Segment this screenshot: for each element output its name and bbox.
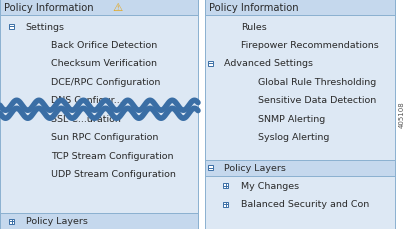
Text: Sun RPC Configuration: Sun RPC Configuration xyxy=(51,133,158,142)
Text: SSL C...uration: SSL C...uration xyxy=(51,114,121,123)
Bar xyxy=(223,202,228,207)
Text: ⚠: ⚠ xyxy=(112,3,122,13)
Text: TCP Stream Configuration: TCP Stream Configuration xyxy=(51,151,174,160)
Bar xyxy=(9,218,14,224)
Text: DNS Configur...: DNS Configur... xyxy=(51,96,123,105)
Bar xyxy=(208,61,213,66)
Text: Sensitive Data Detection: Sensitive Data Detection xyxy=(258,96,375,105)
Text: Balanced Security and Con: Balanced Security and Con xyxy=(241,200,369,209)
Text: My Changes: My Changes xyxy=(241,181,298,190)
Bar xyxy=(0,0,198,16)
Bar xyxy=(205,0,394,229)
Text: Rules: Rules xyxy=(241,22,266,31)
Bar xyxy=(205,160,394,176)
Bar xyxy=(205,0,394,16)
Text: Global Rule Thresholding: Global Rule Thresholding xyxy=(258,78,375,87)
Text: Policy Layers: Policy Layers xyxy=(224,163,285,172)
Bar xyxy=(0,213,198,229)
Bar xyxy=(0,0,198,229)
Bar xyxy=(198,0,205,229)
Text: Policy Layers: Policy Layers xyxy=(26,217,87,226)
Text: Policy Information: Policy Information xyxy=(209,3,298,13)
Text: Settings: Settings xyxy=(26,22,64,31)
Text: Advanced Settings: Advanced Settings xyxy=(224,59,312,68)
Text: Firepower Recommendations: Firepower Recommendations xyxy=(241,41,378,50)
Text: SNMP Alerting: SNMP Alerting xyxy=(258,114,325,123)
Text: Syslog Alerting: Syslog Alerting xyxy=(258,133,329,142)
Text: Policy Information: Policy Information xyxy=(4,3,94,13)
Bar xyxy=(223,183,228,188)
Text: 405108: 405108 xyxy=(398,101,404,128)
Text: Checksum Verification: Checksum Verification xyxy=(51,59,157,68)
Bar xyxy=(9,25,14,29)
Text: Back Orifice Detection: Back Orifice Detection xyxy=(51,41,157,50)
Text: UDP Stream Configuration: UDP Stream Configuration xyxy=(51,170,176,179)
Text: DCE/RPC Configuration: DCE/RPC Configuration xyxy=(51,78,160,87)
Bar xyxy=(208,165,213,170)
